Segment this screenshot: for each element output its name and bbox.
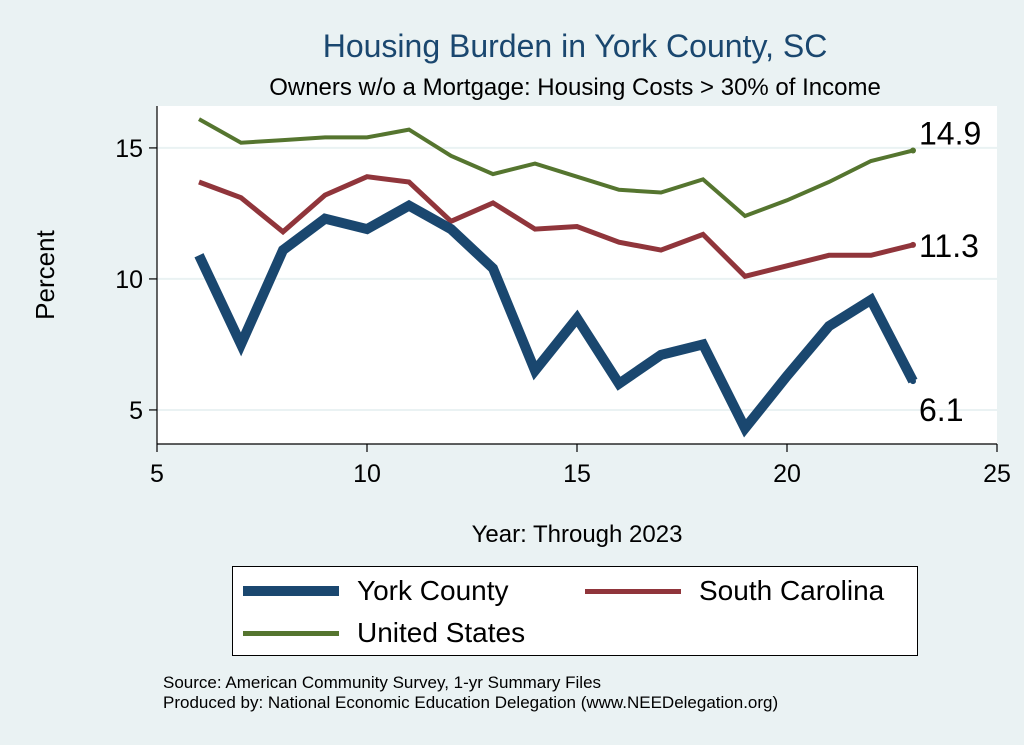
end-label-york-county: 6.1 xyxy=(919,392,963,428)
series-endpoint-south-carolina xyxy=(910,241,916,248)
produced-by-line: Produced by: National Economic Education… xyxy=(163,693,779,712)
x-tick-label-10: 10 xyxy=(353,460,381,488)
x-tick-label-25: 25 xyxy=(983,460,1011,488)
legend: York County South Carolina United States xyxy=(232,566,918,656)
series-line-york-county xyxy=(194,199,918,438)
legend-label-york-county: York County xyxy=(357,575,509,606)
legend-swatch-york-county xyxy=(243,586,339,596)
series-line-south-carolina xyxy=(198,174,914,280)
y-axis-title: Percent xyxy=(30,229,60,319)
end-label-south-carolina: 11.3 xyxy=(919,228,979,264)
legend-swatch-united-states xyxy=(243,630,339,636)
x-axis-title: Year: Through 2023 xyxy=(472,521,683,548)
legend-item-united-states: United States xyxy=(243,617,525,649)
y-tick-label-10: 10 xyxy=(115,266,143,294)
y-tick-label-15: 15 xyxy=(115,135,143,163)
series-line-united-states xyxy=(198,117,914,219)
y-tick-label-5: 5 xyxy=(129,397,143,425)
x-tick-label-15: 15 xyxy=(563,460,591,488)
legend-item-york-county: York County xyxy=(243,575,509,607)
source-line: Source: American Community Survey, 1-yr … xyxy=(163,673,602,692)
legend-label-united-states: United States xyxy=(357,617,526,648)
plot-area xyxy=(157,106,997,444)
source-note: Source: American Community Survey, 1-yr … xyxy=(163,673,778,713)
series-endpoint-york-county xyxy=(910,378,916,385)
series-endpoint-united-states xyxy=(910,147,916,154)
legend-item-south-carolina: South Carolina xyxy=(585,575,884,607)
legend-label-south-carolina: South Carolina xyxy=(699,575,885,606)
chart-subtitle: Owners w/o a Mortgage: Housing Costs > 3… xyxy=(269,74,881,101)
x-tick-label-20: 20 xyxy=(773,460,801,488)
legend-swatch-south-carolina xyxy=(585,588,681,594)
chart-title: Housing Burden in York County, SC xyxy=(322,28,828,64)
end-label-united-states: 14.9 xyxy=(919,116,981,152)
x-tick-label-5: 5 xyxy=(150,460,164,488)
